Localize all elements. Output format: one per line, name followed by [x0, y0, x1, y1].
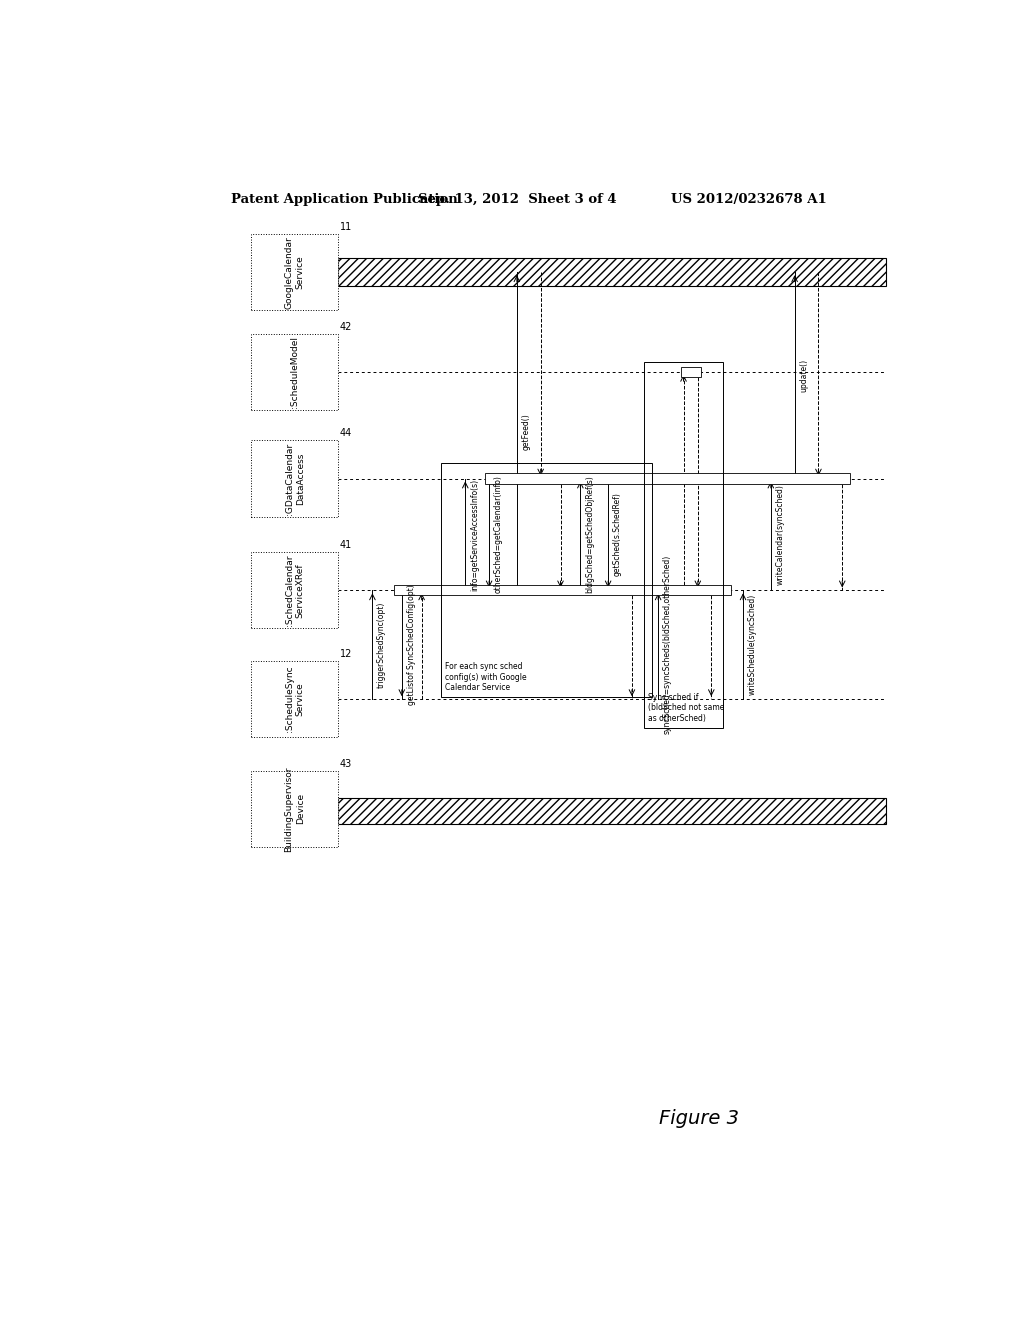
- Text: :ScheduleSync
Service: :ScheduleSync Service: [285, 665, 305, 733]
- Text: bldgSched=getSchedObjRef(s): bldgSched=getSchedObjRef(s): [585, 475, 594, 594]
- Bar: [251, 771, 338, 847]
- Bar: [251, 234, 338, 310]
- Text: 12: 12: [340, 649, 352, 659]
- Text: getSched(s.SchedRef): getSched(s.SchedRef): [613, 492, 622, 577]
- Text: 11: 11: [340, 222, 352, 232]
- Text: 44: 44: [340, 429, 352, 438]
- Text: getListof SyncSchedConfig(opt): getListof SyncSchedConfig(opt): [407, 585, 416, 705]
- Bar: [251, 552, 338, 628]
- Text: otherSched=getCalendar(info): otherSched=getCalendar(info): [494, 475, 503, 594]
- Text: Figure 3: Figure 3: [659, 1109, 739, 1129]
- Text: 41: 41: [340, 540, 352, 550]
- Text: triggerSchedSync(opt): triggerSchedSync(opt): [377, 602, 386, 688]
- Bar: [251, 661, 338, 738]
- Text: update(): update(): [800, 359, 808, 392]
- Bar: [681, 367, 701, 378]
- Bar: [338, 799, 886, 824]
- Text: getFeed(): getFeed(): [521, 413, 530, 450]
- Text: BuildingSupervisor
Device: BuildingSupervisor Device: [285, 766, 305, 851]
- Text: Sep. 13, 2012  Sheet 3 of 4: Sep. 13, 2012 Sheet 3 of 4: [418, 193, 616, 206]
- Text: :ScheduleModel: :ScheduleModel: [290, 335, 299, 408]
- Bar: [394, 585, 731, 595]
- Text: 42: 42: [340, 322, 352, 331]
- Text: Sync sched if
(bldSched not same
as otherSched): Sync sched if (bldSched not same as othe…: [648, 693, 724, 722]
- Bar: [251, 334, 338, 411]
- Text: syncSched=syncScheds(bldSched,otherSched): syncSched=syncScheds(bldSched,otherSched…: [663, 556, 672, 734]
- Bar: [251, 441, 338, 516]
- Bar: [644, 362, 723, 727]
- Text: Patent Application Publication: Patent Application Publication: [231, 193, 458, 206]
- Bar: [338, 257, 886, 286]
- Text: 43: 43: [340, 759, 352, 768]
- Text: For each sync sched
config(s) with Google
Calendar Service: For each sync sched config(s) with Googl…: [445, 663, 527, 692]
- Bar: [441, 463, 652, 697]
- Text: GoogleCalendar
Service: GoogleCalendar Service: [285, 236, 305, 309]
- Bar: [485, 474, 850, 483]
- Text: :SchedCalendar
ServiceXRef: :SchedCalendar ServiceXRef: [285, 554, 305, 626]
- Text: info=getServiceAccessInfo(s): info=getServiceAccessInfo(s): [470, 478, 479, 590]
- Text: :GDataCalendar
DataAccess: :GDataCalendar DataAccess: [285, 442, 305, 515]
- Text: writeSchedule(syncSched): writeSchedule(syncSched): [748, 594, 757, 696]
- Text: US 2012/0232678 A1: US 2012/0232678 A1: [671, 193, 826, 206]
- Text: writeCalendar(syncSched): writeCalendar(syncSched): [775, 484, 784, 585]
